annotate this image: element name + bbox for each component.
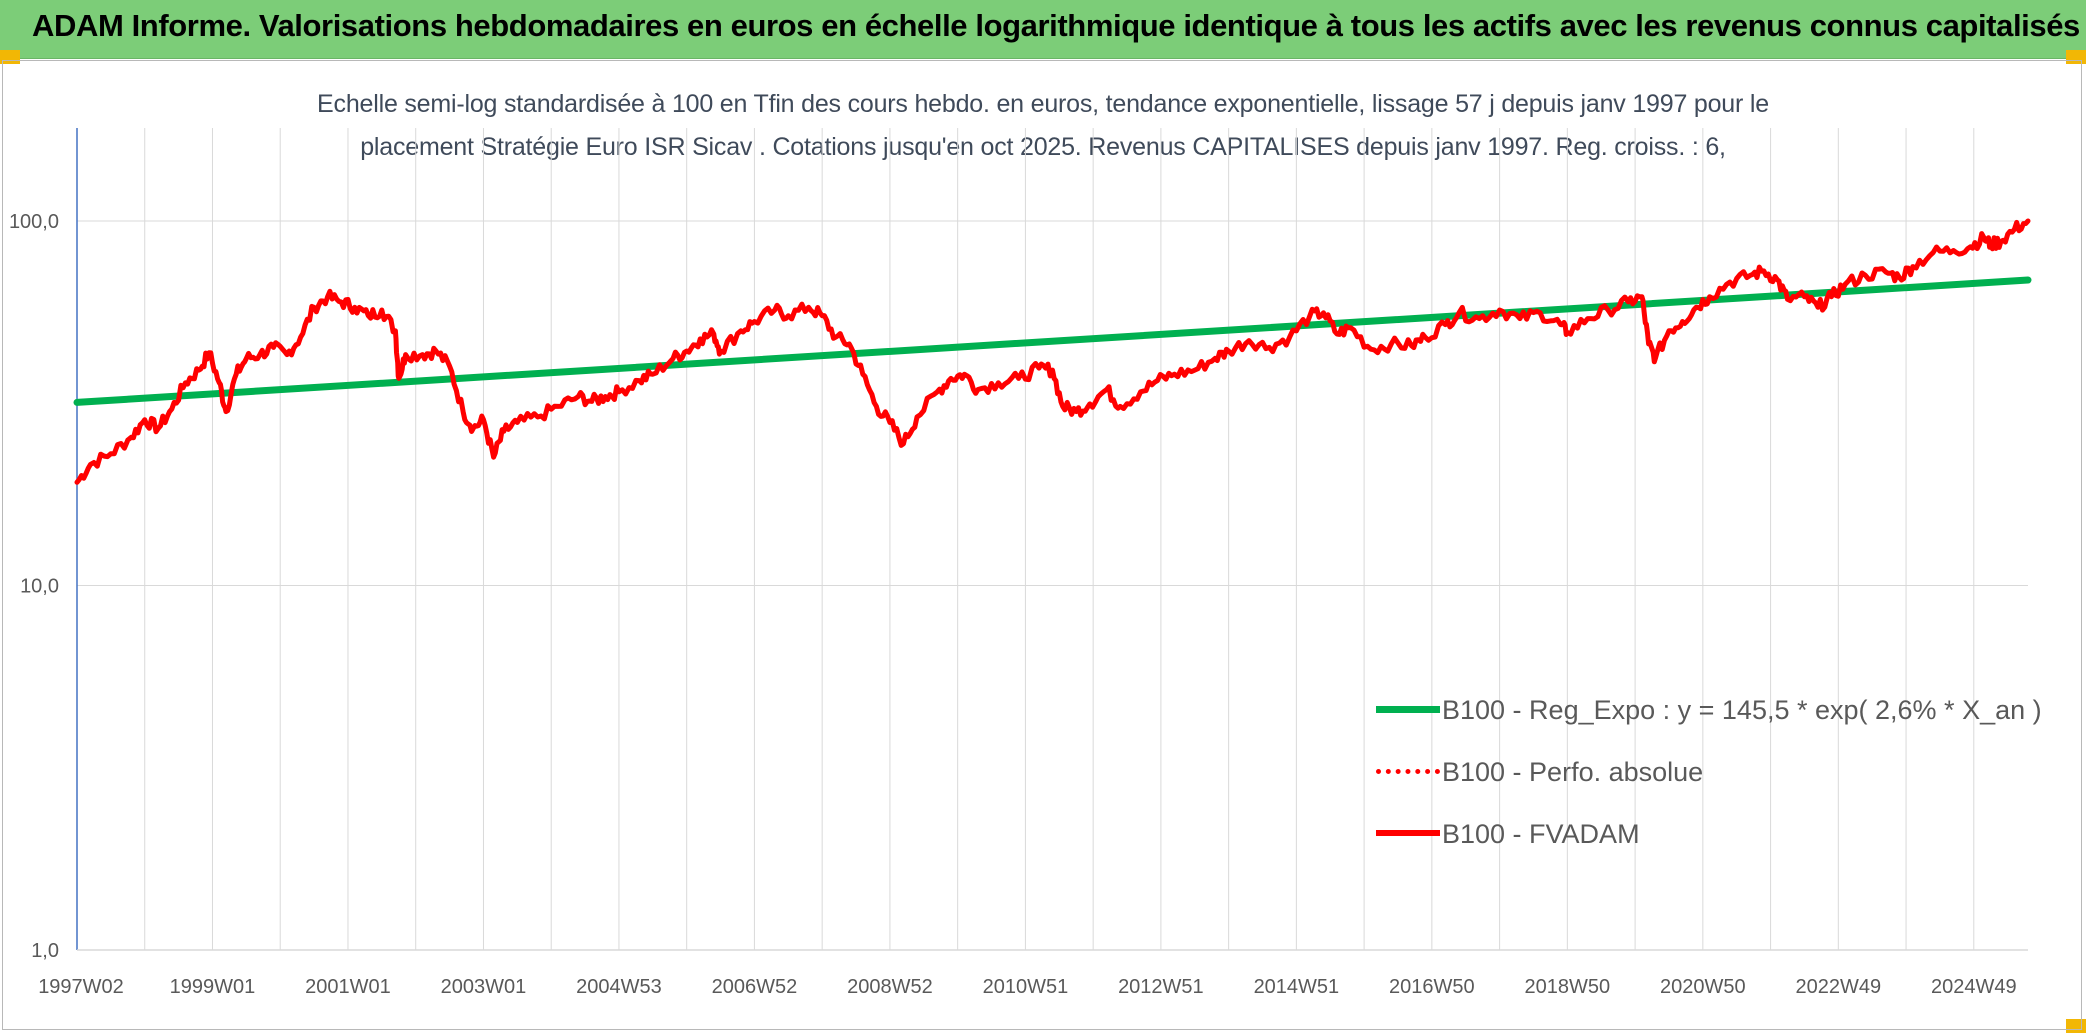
y-tick-label: 1,0 <box>31 940 59 962</box>
x-tick-label: 2006W52 <box>712 976 798 998</box>
x-tick-label: 2024W49 <box>1931 976 2017 998</box>
legend-item-perf: B100 - Perfo. absolue <box>1376 752 2016 814</box>
legend-swatch-fvadam <box>1376 830 1440 836</box>
report-title: ADAM Informe. Valorisations hebdomadaire… <box>32 8 2080 43</box>
legend-swatch-trend <box>1376 706 1440 713</box>
chart-area <box>2 60 2082 1030</box>
y-tick-label: 10,0 <box>20 576 59 598</box>
x-tick-label: 1999W01 <box>170 976 256 998</box>
y-tick-label: 100,0 <box>9 211 59 233</box>
chart-legend: B100 - Reg_Expo : y = 145,5 * exp( 2,6% … <box>1376 690 2042 876</box>
legend-label-fvadam: B100 - FVADAM <box>1442 819 1640 849</box>
chart-title-line-1: Echelle semi-log standardisée à 100 en T… <box>317 90 1769 118</box>
fvadam-series-line <box>74 218 2031 485</box>
x-tick-label: 2020W50 <box>1660 976 1746 998</box>
x-tick-label: 2004W53 <box>576 976 662 998</box>
chart-title-line-2: placement Stratégie Euro ISR Sicav . Cot… <box>360 133 1726 161</box>
x-tick-label: 2018W50 <box>1525 976 1611 998</box>
legend-swatch-perf <box>1376 769 1440 774</box>
x-tick-label: 2014W51 <box>1254 976 1340 998</box>
legend-item-fvadam: B100 - FVADAM <box>1376 814 2016 876</box>
legend-label-perf: B100 - Perfo. absolue <box>1442 757 1704 787</box>
x-tick-label: 2003W01 <box>441 976 527 998</box>
report-banner: ADAM Informe. Valorisations hebdomadaire… <box>0 0 2086 59</box>
x-tick-label: 2008W52 <box>847 976 933 998</box>
x-tick-label: 2016W50 <box>1389 976 1475 998</box>
x-tick-label: 1997W02 <box>38 976 124 998</box>
x-tick-label: 2012W51 <box>1118 976 1204 998</box>
x-tick-label: 2022W49 <box>1796 976 1882 998</box>
x-tick-label: 2001W01 <box>305 976 391 998</box>
legend-item-trend: B100 - Reg_Expo : y = 145,5 * exp( 2,6% … <box>1376 690 2042 752</box>
x-tick-label: 2010W51 <box>983 976 1069 998</box>
trend-line <box>73 276 2032 406</box>
legend-label-trend: B100 - Reg_Expo : y = 145,5 * exp( 2,6% … <box>1442 695 2042 725</box>
